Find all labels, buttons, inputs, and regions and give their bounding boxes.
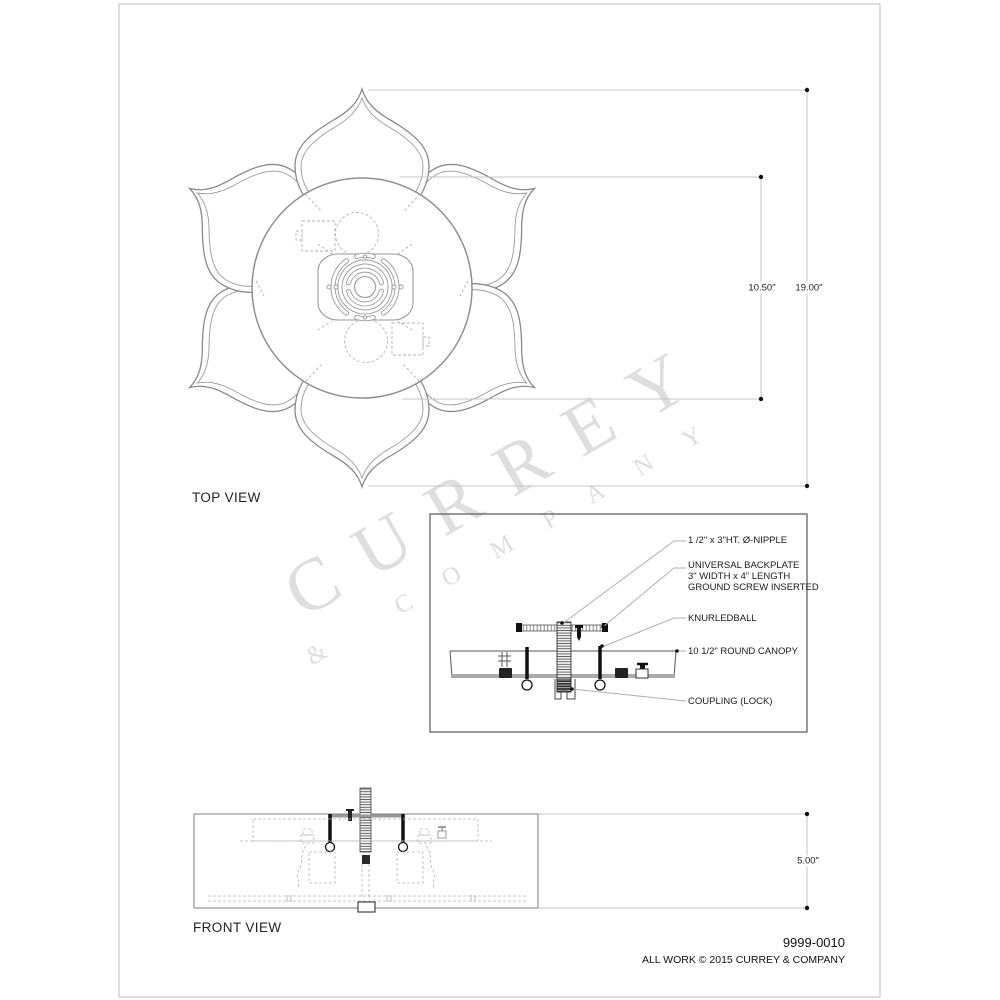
callout-knurledball: KNURLEDBALL	[688, 613, 757, 624]
callout-nipple: 1 /2" x 3"HT. Ø-NIPPLE	[688, 535, 788, 546]
hidden-internal-lines	[208, 818, 527, 902]
callout-backplate-line3: GROUND SCREW INSERTED	[688, 582, 819, 593]
dimension-canopy-diameter: 10.50"	[746, 282, 778, 294]
thumb-screw	[635, 662, 649, 679]
hidden-edge-dashes	[255, 193, 469, 382]
plate-screw-holes	[326, 254, 404, 320]
strip-ticks	[286, 895, 476, 902]
mounting-screw	[346, 809, 354, 821]
dimension-end-dots	[758, 87, 810, 489]
ground-screw	[575, 625, 583, 641]
callout-backplate-line1: UNIVERSAL BACKPLATE	[688, 560, 800, 571]
plate-slot-fills	[331, 253, 399, 321]
knurled-ball	[594, 679, 606, 691]
copyright-notice: ALL WORK © 2015 CURREY & COMPANY	[641, 954, 845, 966]
coupling-lock	[554, 679, 576, 700]
hanger-rods	[521, 646, 606, 691]
front-thumb-screw	[437, 826, 447, 839]
leader-dots	[560, 621, 679, 691]
sheet-border	[118, 3, 881, 998]
threaded-nipple	[556, 621, 572, 693]
callout-canopy: 10 1/2" ROUND CANOPY	[688, 646, 799, 657]
knurled-nut-left	[499, 668, 512, 678]
bottom-coupling	[357, 901, 376, 913]
top-view-drawing	[155, 87, 810, 489]
detail-box	[429, 513, 808, 733]
top-view-label: TOP VIEW	[192, 490, 261, 505]
dimension-end-dots	[804, 811, 810, 911]
dimension-overall-diameter: 19.00"	[793, 282, 825, 294]
dimension-fixture-height: 5.00"	[795, 855, 821, 867]
callout-coupling: COUPLING (LOCK)	[688, 696, 773, 707]
callout-leader-lines	[561, 540, 687, 702]
callout-backplate-line2: 3" WIDTH x 4" LENGTH	[688, 571, 791, 582]
front-view-dimension-lines	[538, 813, 808, 909]
knurled-nut-right	[615, 668, 628, 678]
turnbuckle-screw	[498, 652, 511, 667]
knurled-ball	[521, 679, 533, 691]
part-number: 9999-0010	[782, 935, 845, 950]
callout-backplate: UNIVERSAL BACKPLATE 3" WIDTH x 4" LENGTH…	[688, 560, 819, 593]
nipple-column	[359, 787, 372, 853]
coupling-stub	[362, 855, 370, 864]
front-view-label: FRONT VIEW	[193, 920, 282, 935]
front-view-drawing	[193, 787, 810, 913]
junction-box-knockouts	[295, 212, 430, 363]
canopy-mounting-plate	[317, 252, 414, 322]
detail-view	[429, 513, 808, 733]
